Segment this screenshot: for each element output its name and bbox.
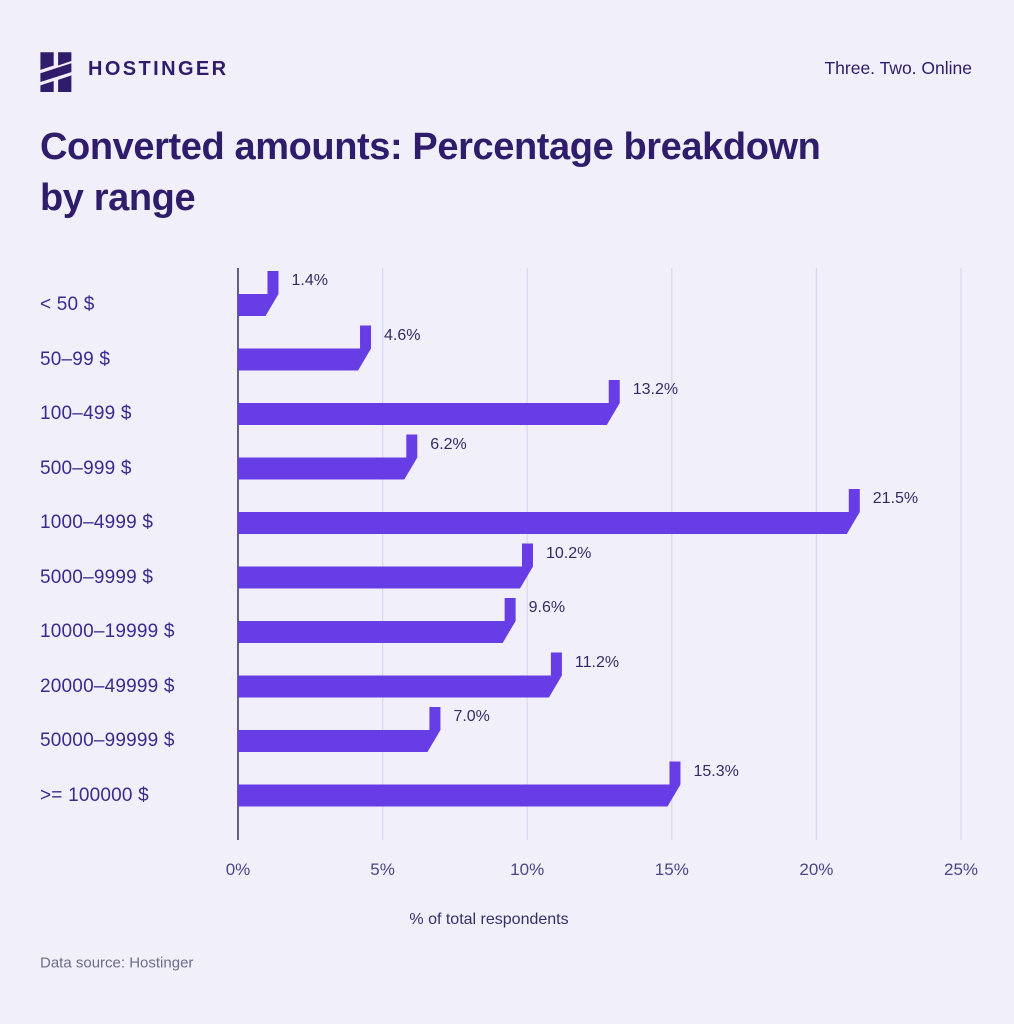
bar xyxy=(238,543,533,589)
chart-title: Converted amounts: Percentage breakdown b… xyxy=(40,122,970,224)
category-label: 100–499 $ xyxy=(40,403,132,424)
category-label: 20000–49999 $ xyxy=(40,675,175,697)
value-label: 4.6% xyxy=(384,326,421,344)
bar xyxy=(238,598,516,643)
bar xyxy=(238,707,441,752)
brand-tagline: Three. Two. Online xyxy=(824,58,972,78)
bar xyxy=(238,325,372,371)
chart-title-line1: Converted amounts: Percentage breakdown xyxy=(40,126,821,168)
category-label: 50000–99999 $ xyxy=(40,730,175,751)
category-label: 50–99 $ xyxy=(40,348,111,370)
x-tick-label: 25% xyxy=(943,860,979,879)
bar xyxy=(238,489,860,534)
category-label: 10000–19999 $ xyxy=(40,621,175,642)
x-tick-label: 15% xyxy=(654,860,689,879)
data-source-note: Data source: Hostinger xyxy=(40,954,194,972)
value-label: 9.6% xyxy=(528,599,566,616)
category-label: 1000–4999 $ xyxy=(40,512,154,533)
x-tick-label: 20% xyxy=(799,860,834,879)
value-label: 10.2% xyxy=(545,544,592,562)
value-label: 13.2% xyxy=(632,381,679,398)
value-label: 21.5% xyxy=(872,490,919,507)
bar xyxy=(238,380,620,425)
chart-title-line2: by range xyxy=(40,177,196,219)
category-label: < 50 $ xyxy=(40,294,95,315)
category-label: >= 100000 $ xyxy=(40,784,149,806)
x-tick-label: 0% xyxy=(225,860,251,879)
value-label: 11.2% xyxy=(574,653,620,671)
category-label: 500–999 $ xyxy=(40,457,132,479)
x-axis-title: % of total respondents xyxy=(409,911,569,928)
brand-wordmark: HOSTINGER xyxy=(88,58,229,80)
category-label: 5000–9999 $ xyxy=(40,566,154,588)
bar xyxy=(238,434,418,480)
value-label: 15.3% xyxy=(693,762,739,780)
bar xyxy=(238,652,562,698)
x-tick-label: 5% xyxy=(370,860,395,879)
bar xyxy=(238,271,279,316)
bar xyxy=(238,761,681,807)
value-label: 6.2% xyxy=(430,435,467,453)
value-label: 7.0% xyxy=(453,708,490,725)
hostinger-logo-icon xyxy=(40,52,72,92)
value-label: 1.4% xyxy=(291,272,328,289)
x-tick-label: 10% xyxy=(510,860,545,879)
